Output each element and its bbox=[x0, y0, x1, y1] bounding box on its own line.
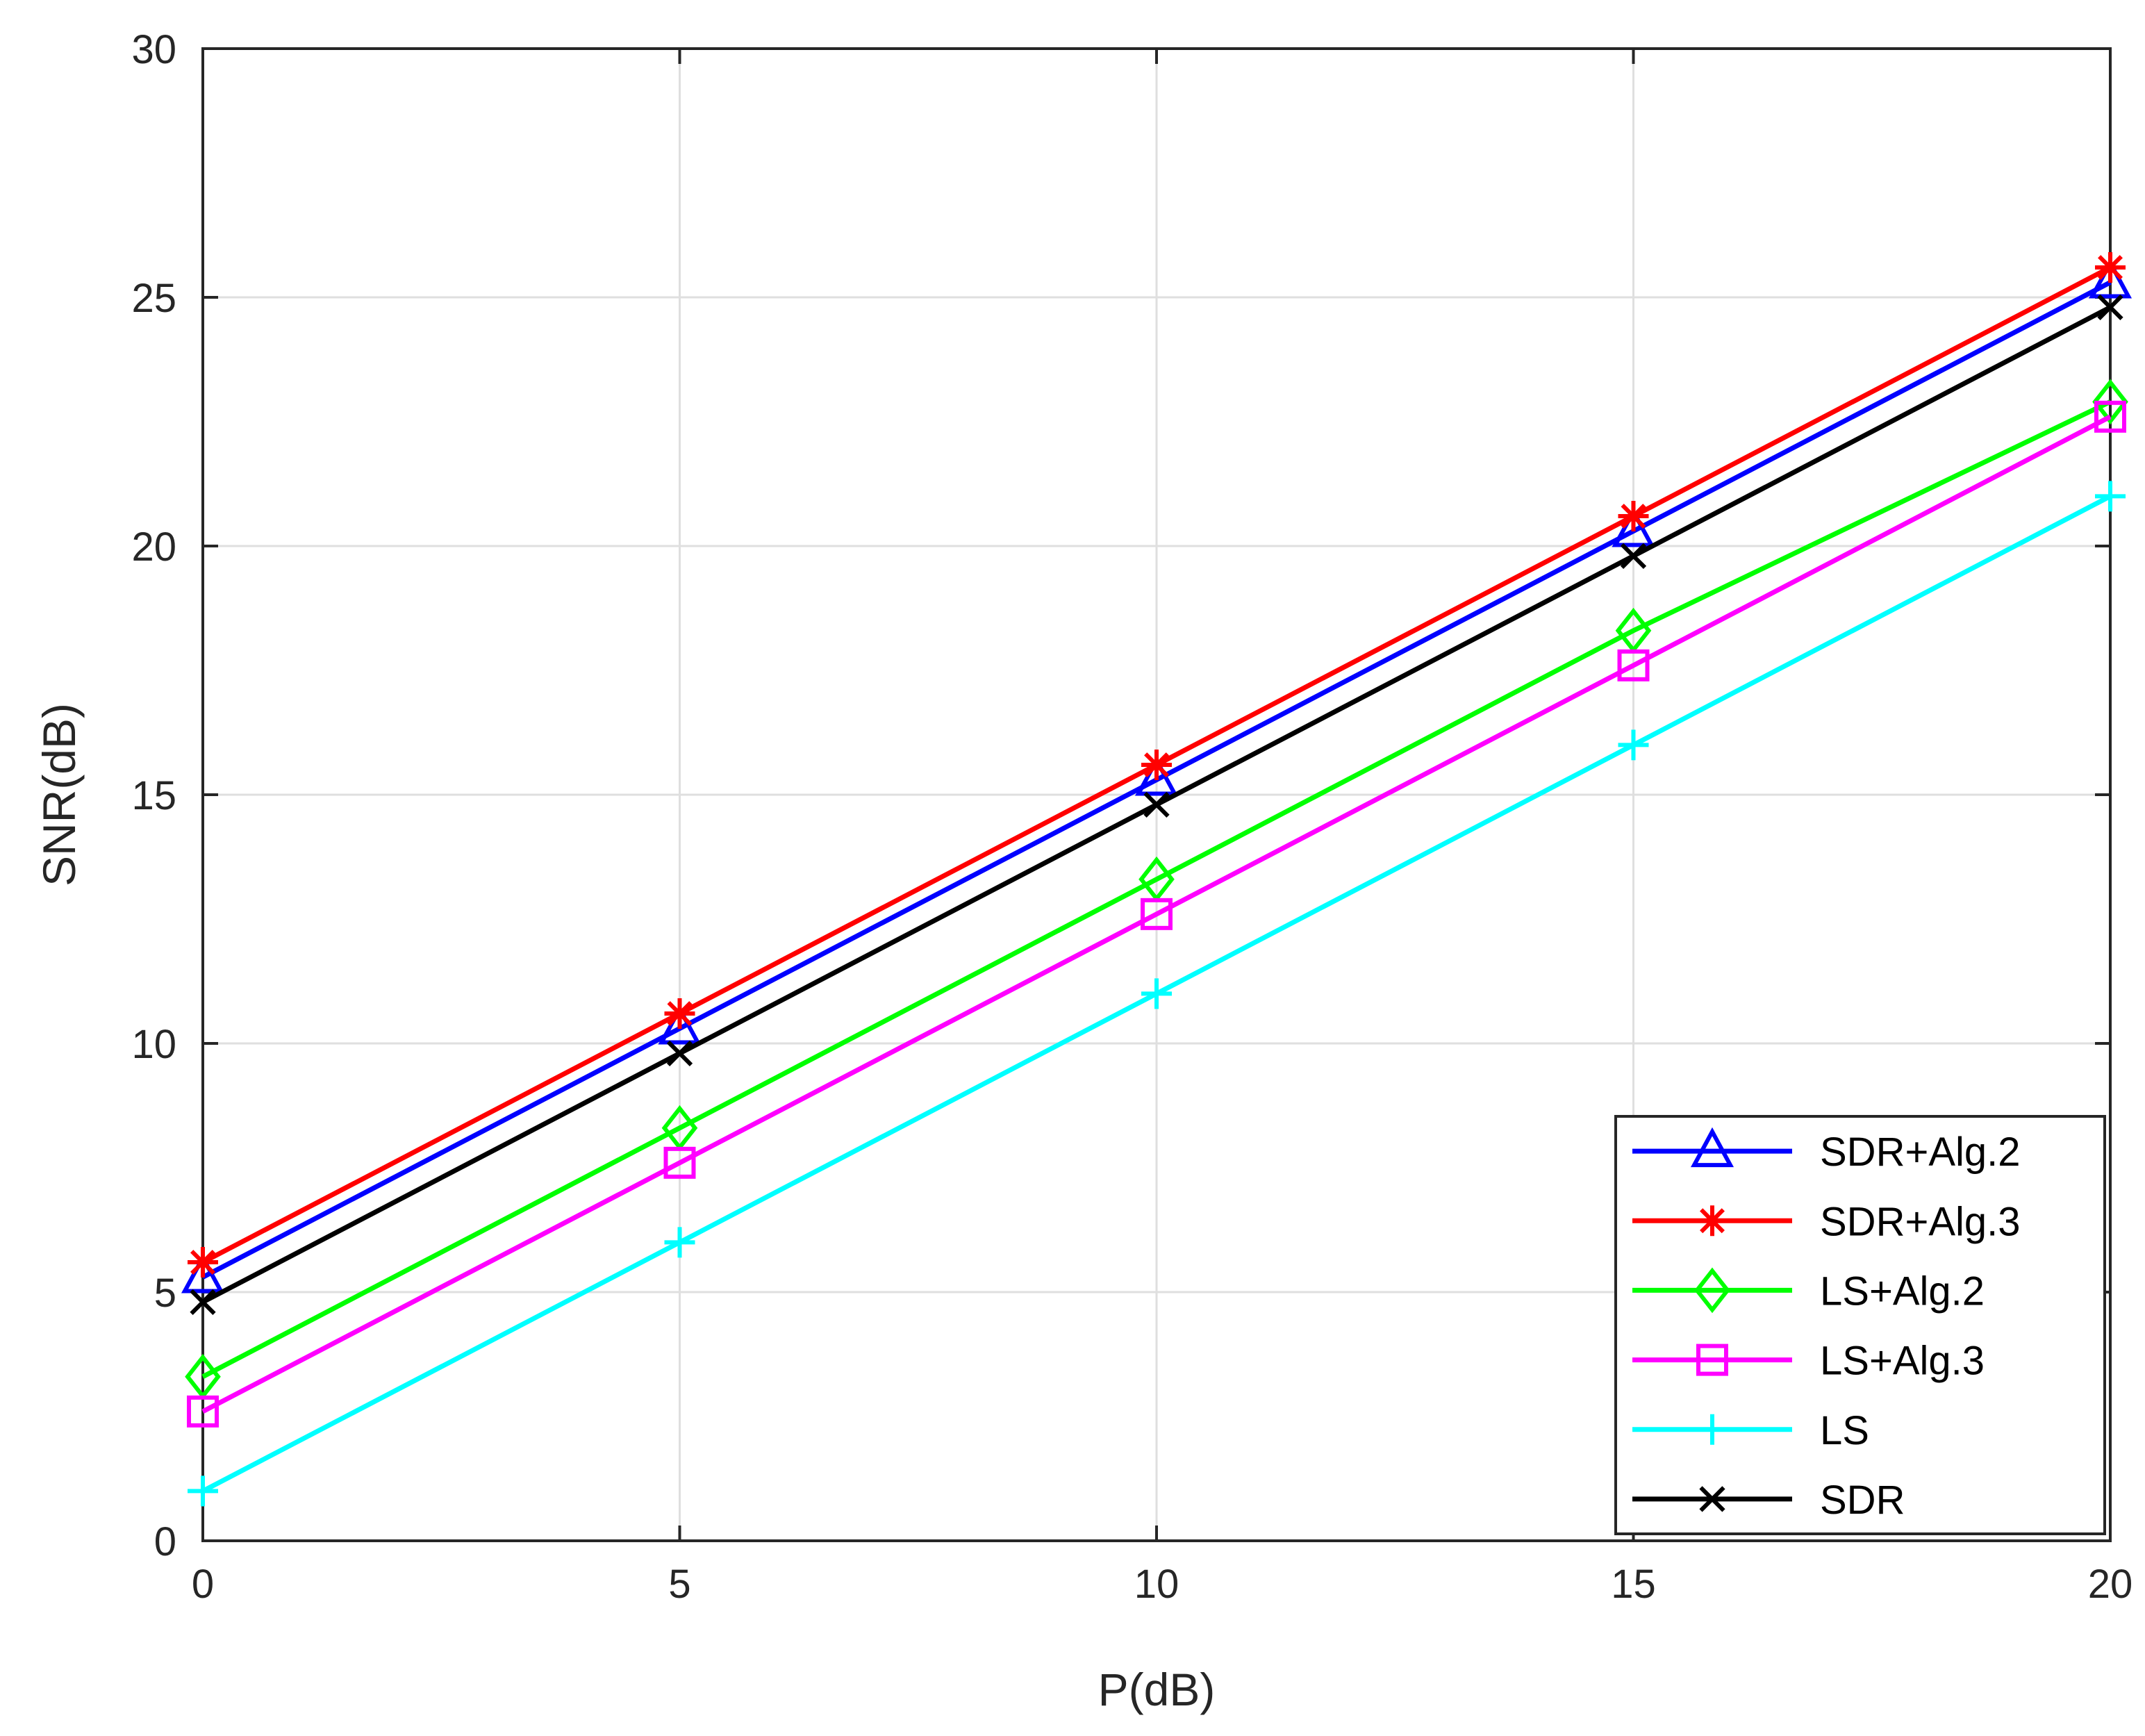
data-point bbox=[658, 1005, 702, 1045]
legend-item: LS+Alg.3 bbox=[1632, 1339, 1985, 1384]
legend-marker bbox=[1694, 1267, 1730, 1314]
legend-marker bbox=[1699, 1486, 1725, 1512]
data-point bbox=[664, 1227, 695, 1258]
data-point bbox=[1617, 649, 1650, 681]
y-tick-label: 25 bbox=[131, 276, 176, 321]
data-point bbox=[1134, 756, 1179, 796]
data-point bbox=[1141, 750, 1172, 781]
data-point bbox=[188, 1475, 218, 1507]
data-point bbox=[2092, 379, 2128, 425]
data-point bbox=[2097, 294, 2123, 320]
series-sdr bbox=[190, 294, 2123, 1315]
legend-box bbox=[1614, 1115, 2106, 1535]
series-ls bbox=[188, 481, 2126, 1507]
legend-label: LS+Alg.3 bbox=[1820, 1339, 1985, 1384]
data-point bbox=[1618, 729, 1649, 761]
y-tick-label: 20 bbox=[131, 524, 176, 570]
y-tick-label: 5 bbox=[154, 1271, 176, 1316]
tick-labels: 0 5 10 15 20 0 5 10 15 20 25 30 bbox=[131, 27, 2132, 1607]
data-point bbox=[1143, 791, 1170, 818]
legend-label: SDR+Alg.2 bbox=[1820, 1130, 2021, 1175]
legend-label: LS bbox=[1820, 1408, 1869, 1453]
legend-marker bbox=[1697, 1205, 1728, 1237]
legend-item: SDR+Alg.2 bbox=[1632, 1127, 2021, 1175]
y-tick-label: 10 bbox=[131, 1022, 176, 1067]
legend-marker bbox=[1697, 1414, 1728, 1445]
data-point bbox=[2088, 258, 2132, 299]
data-point bbox=[1618, 501, 1649, 532]
legend: SDR+Alg.2 SDR+Alg.3 LS+Alg.2 LS+Alg.3 LS SDR bbox=[1614, 1115, 2106, 1535]
data-series bbox=[181, 252, 2132, 1507]
data-point bbox=[666, 1040, 693, 1066]
data-point bbox=[190, 1289, 216, 1315]
legend-marker bbox=[1696, 1344, 1728, 1376]
data-point bbox=[2095, 481, 2126, 512]
data-point bbox=[1141, 978, 1172, 1009]
y-tick-label: 30 bbox=[131, 27, 176, 72]
y-tick-label: 15 bbox=[131, 773, 176, 818]
data-point bbox=[1141, 898, 1173, 930]
x-tick-label: 20 bbox=[2088, 1562, 2133, 1607]
legend-label: SDR+Alg.3 bbox=[1820, 1199, 2021, 1244]
data-point bbox=[181, 1253, 225, 1293]
legend-item: LS bbox=[1632, 1408, 1869, 1453]
x-tick-label: 15 bbox=[1611, 1562, 1656, 1607]
legend-item: SDR+Alg.3 bbox=[1632, 1199, 2021, 1244]
series-line bbox=[201, 399, 2112, 1379]
legend-marker bbox=[1690, 1127, 1734, 1168]
data-point bbox=[188, 1247, 218, 1278]
x-tick-label: 5 bbox=[668, 1562, 690, 1607]
legend-item: LS+Alg.2 bbox=[1632, 1267, 1985, 1314]
data-point bbox=[663, 1146, 696, 1179]
data-point bbox=[187, 1395, 219, 1428]
series-ls-alg-3 bbox=[187, 400, 2126, 1428]
data-point bbox=[1612, 507, 1655, 547]
series-line bbox=[201, 414, 2112, 1414]
x-tick-label: 0 bbox=[192, 1562, 214, 1607]
x-axis-label: P(dB) bbox=[1098, 1664, 1216, 1715]
y-tick-label: 0 bbox=[154, 1519, 176, 1564]
y-axis-label: SNR(dB) bbox=[33, 703, 85, 886]
data-point bbox=[2094, 400, 2126, 433]
x-tick-label: 10 bbox=[1134, 1562, 1179, 1607]
data-point bbox=[1620, 543, 1647, 569]
data-point bbox=[2095, 252, 2126, 283]
legend-label: LS+Alg.2 bbox=[1820, 1268, 1985, 1314]
series-sdr-alg-3 bbox=[188, 252, 2126, 1278]
data-point bbox=[664, 998, 695, 1030]
legend-label: SDR bbox=[1820, 1478, 1905, 1523]
legend-item: SDR bbox=[1632, 1478, 1905, 1523]
